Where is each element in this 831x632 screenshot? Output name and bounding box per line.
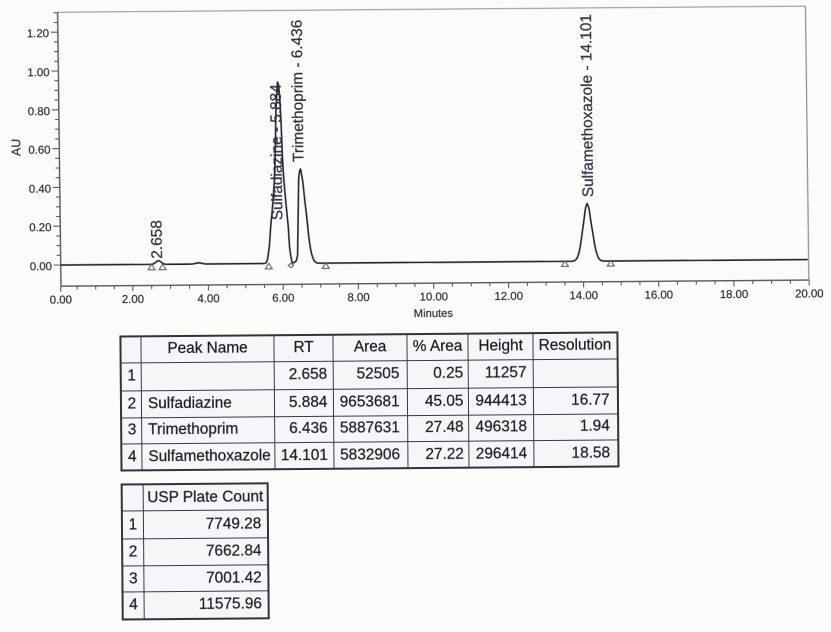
svg-text:AU: AU [9,139,23,156]
svg-text:2.658: 2.658 [148,220,165,259]
svg-text:0.00: 0.00 [50,294,72,306]
svg-text:0.60: 0.60 [28,145,50,157]
svg-text:16.00: 16.00 [645,289,674,301]
svg-text:0.00: 0.00 [30,261,52,273]
svg-text:2.00: 2.00 [122,294,144,306]
svg-text:1.20: 1.20 [27,28,49,40]
svg-text:Minutes: Minutes [414,308,454,320]
svg-text:20.00: 20.00 [795,288,824,300]
svg-text:18.00: 18.00 [720,289,749,301]
svg-text:1.00: 1.00 [27,67,49,79]
svg-text:0.80: 0.80 [28,106,50,118]
svg-text:4.00: 4.00 [197,293,219,305]
svg-text:12.00: 12.00 [494,291,523,303]
svg-text:14.00: 14.00 [569,290,598,302]
svg-text:0.20: 0.20 [29,222,51,234]
svg-text:Sulfamethoxazole - 14.101: Sulfamethoxazole - 14.101 [578,14,597,197]
svg-text:Trimethoprim - 6.436: Trimethoprim - 6.436 [289,20,308,162]
svg-text:6.00: 6.00 [272,292,294,304]
svg-text:Sulfadiazine - 5.884: Sulfadiazine - 5.884 [268,84,287,221]
svg-text:0.40: 0.40 [29,183,51,195]
svg-text:8.00: 8.00 [347,292,369,304]
svg-text:10.00: 10.00 [420,291,449,303]
